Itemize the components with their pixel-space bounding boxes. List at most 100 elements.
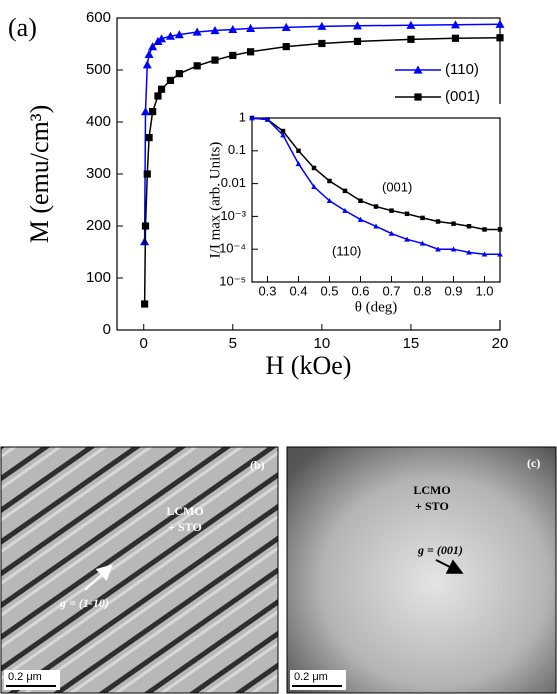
micrograph-b: (b) LCMO + STO g = (1-10) 0.2 μm: [0, 446, 279, 694]
marker: [407, 35, 415, 43]
marker: [149, 108, 157, 116]
marker: [326, 197, 333, 203]
marker: [420, 215, 425, 221]
marker: [327, 178, 332, 184]
x-tick-label: 1.0: [475, 283, 493, 298]
material: LCMO: [413, 483, 450, 497]
arrow: [84, 564, 113, 591]
x-tick-label: 0.6: [351, 283, 369, 298]
scale-text: 0.2 μm: [294, 671, 328, 683]
y-tick-label: 300: [86, 165, 111, 182]
x-tick-label: 15: [403, 335, 420, 352]
marker: [352, 21, 362, 30]
marker: [247, 48, 255, 56]
x-tick-label: 0.4: [289, 283, 307, 298]
marker: [148, 42, 158, 51]
marker: [249, 115, 255, 121]
x-tick-label: 0.3: [258, 283, 276, 298]
marker: [157, 85, 166, 93]
marker: [193, 62, 201, 70]
x-tick-label: 10: [314, 335, 331, 352]
marker: [210, 25, 220, 35]
marker: [451, 221, 456, 226]
plot-frame: [251, 117, 501, 283]
x-tick-label: 5: [229, 335, 237, 352]
legend-label: (110): [445, 61, 479, 78]
x-tick-label: 0.8: [413, 283, 431, 298]
marker: [450, 20, 460, 29]
marker: [143, 170, 151, 178]
marker: [280, 128, 286, 134]
x-axis-title: θ (deg): [355, 299, 398, 315]
marker: [481, 251, 488, 257]
y-axis-title: M (emu/cm³): [25, 105, 54, 243]
marker: [389, 208, 394, 213]
marker: [466, 249, 472, 255]
marker: [317, 21, 327, 30]
y-tick-label: 400: [86, 113, 111, 130]
y-tick-label: 10⁻⁵: [219, 273, 246, 288]
g-vector: g = (1-10): [59, 596, 109, 610]
marker: [357, 216, 364, 222]
marker: [373, 204, 379, 209]
inset-background: [204, 104, 504, 320]
marker: [451, 34, 460, 42]
micrograph-c: (c) LCMO + STO g = (001) 0.2 μm: [286, 446, 557, 694]
marker: [353, 37, 362, 45]
y-axis-title: I/I max (arb. Units): [207, 142, 223, 259]
marker: [482, 227, 487, 232]
marker: [229, 51, 237, 60]
marker: [296, 148, 301, 154]
material: LCMO: [166, 504, 203, 518]
marker: [141, 107, 151, 116]
annotation: (110): [332, 243, 361, 258]
y-tick-label: 0.1: [228, 142, 246, 157]
marker: [141, 300, 149, 308]
marker: [358, 198, 363, 203]
y-tick-label: 0: [103, 321, 111, 338]
y-tick-label: 600: [86, 9, 111, 26]
y-tick-label: 500: [86, 61, 111, 78]
marker: [295, 161, 302, 167]
y-tick-label: 1: [239, 109, 246, 124]
x-tick-label: 0.7: [382, 283, 400, 298]
marker: [264, 116, 271, 122]
marker: [142, 60, 152, 69]
marker: [311, 165, 317, 171]
material: + STO: [415, 499, 449, 513]
marker: [419, 240, 426, 246]
y-tick-label: 100: [86, 269, 111, 286]
marker: [373, 223, 379, 229]
marker: [166, 76, 175, 84]
marker: [175, 70, 183, 78]
marker: [228, 24, 238, 34]
marker: [388, 230, 395, 236]
image-c: [286, 446, 557, 694]
marker: [466, 224, 472, 229]
marker: [165, 31, 175, 40]
marker: [318, 39, 326, 48]
y-tick-label: 0.01: [221, 175, 246, 190]
marker: [413, 65, 423, 74]
marker: [404, 236, 410, 242]
panel-label: (a): [8, 13, 37, 42]
marker: [154, 92, 162, 100]
marker: [144, 49, 154, 58]
marker: [435, 219, 441, 224]
image-b: [0, 446, 279, 694]
marker: [311, 183, 317, 190]
material: + STO: [168, 520, 202, 534]
y-tick-label: 10⁻⁴: [219, 241, 246, 256]
marker: [414, 93, 422, 101]
marker: [174, 30, 184, 39]
marker: [246, 23, 256, 32]
x-axis-title: H (kOe): [266, 351, 352, 380]
x-tick-label: 0.5: [320, 283, 338, 298]
annotation: (001): [382, 179, 412, 194]
marker: [282, 43, 290, 51]
marker: [497, 227, 503, 232]
marker: [435, 246, 441, 252]
scale-text: 0.2 μm: [8, 671, 42, 683]
